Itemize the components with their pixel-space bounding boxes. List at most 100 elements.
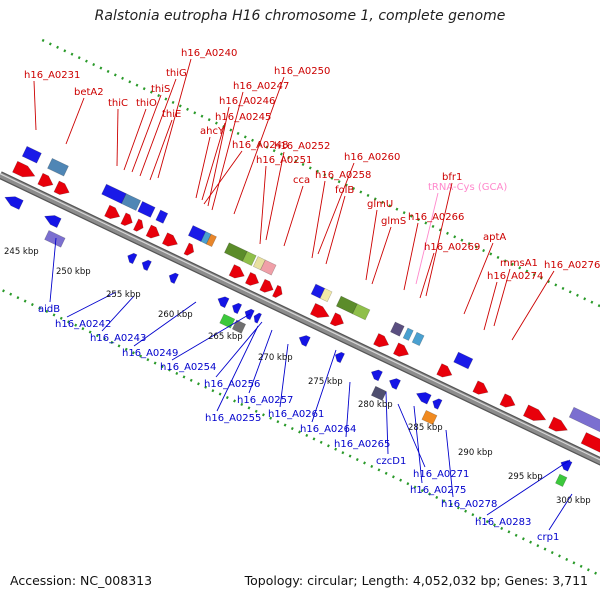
tick-dot-rail-1 [41,38,600,308]
gene-feature-8 [161,232,178,247]
gene-label-rev-13: h16_A0271 [413,469,469,480]
leader-line-fwd-4 [123,108,147,171]
gene-label-rev-16: h16_A0283 [475,517,531,528]
gene-feature-35 [242,250,257,266]
leader-line-fwd-14 [203,150,243,205]
page-title: Ralstonia eutropha H16 chromosome 1, com… [94,8,506,24]
gene-feature-23 [580,432,600,453]
gene-feature-53 [168,272,179,284]
leader-line-fwd-19 [311,180,326,259]
gene-feature-39 [319,287,333,303]
gene-feature-4 [104,204,121,220]
gene-feature-58 [298,335,311,347]
gene-label-rev-3: h16_A0243 [90,333,146,344]
leader-line-fwd-22 [371,226,392,285]
leader-line-rev-3 [101,295,135,332]
scale-tick-label-8: 280 kbp [358,400,393,410]
gene-feature-22 [548,416,568,432]
gene-label-fwd-22: glmS [381,216,406,227]
scale-tick-label-6: 270 kbp [258,353,293,363]
gene-label-fwd-27: aptA [483,232,506,243]
gene-feature-65 [44,230,66,248]
gene-feature-51 [127,252,138,265]
leader-line-rev-4 [133,301,197,347]
leader-line-fwd-15 [265,151,285,241]
backbone-line [0,172,600,465]
gene-label-rev-17: crp1 [537,532,559,543]
gene-feature-10 [228,264,245,279]
gene-label-fwd-3: thiC [108,98,128,109]
gene-feature-57 [253,312,262,324]
leader-line-fwd-10 [207,106,230,207]
gene-feature-1 [12,160,36,178]
leader-line-rev-12 [385,391,389,455]
gene-label-rev-1: aidB [38,304,60,315]
gene-feature-43 [402,327,414,341]
gene-feature-67 [231,319,247,334]
leader-line-fwd-5 [131,94,162,173]
leader-line-fwd-27 [463,242,494,315]
leader-line-rev-15 [445,429,454,498]
gene-feature-70 [555,473,568,487]
gene-feature-37 [260,259,277,276]
gene-feature-14 [309,302,330,318]
gene-label-fwd-11: h16_A0247 [233,81,289,92]
gene-feature-50 [44,215,62,229]
gene-label-fwd-18: h16_A0260 [344,152,400,163]
leader-line-fwd-30 [511,270,555,341]
gene-feature-18 [436,363,453,378]
gene-feature-28 [121,193,142,211]
gene-label-fwd-28: mmsA1 [500,258,538,269]
leader-line-rev-7 [216,325,259,412]
scale-tick-label-7: 275 kbp [308,377,343,387]
gene-feature-60 [370,369,383,382]
scale-tick-label-3: 255 kbp [106,290,141,300]
leader-line-fwd-21 [365,209,378,281]
gene-feature-3 [53,180,70,195]
leader-line-fwd-13 [195,136,211,199]
topology-text: Topology: circular; Length: 4,052,032 bp… [244,573,588,588]
gene-feature-52 [141,259,152,272]
leader-line-fwd-2 [65,97,85,145]
leader-line-fwd-11 [211,91,244,211]
gene-feature-6 [133,218,144,232]
gene-label-fwd-14: h16_A0248 [232,140,288,151]
backbone-highlight [0,173,600,461]
gene-feature-30 [155,209,169,224]
gene-label-rev-11: h16_A0265 [334,439,390,450]
leader-line-fwd-25 [403,222,419,291]
leader-line-fwd-6 [139,78,177,177]
gene-label-fwd-23: tRNA-Cys (GCA) [428,182,507,193]
gene-feature-15 [329,312,344,327]
gene-label-rev-8: h16_A0257 [237,395,293,406]
scale-tick-label-10: 290 kbp [458,448,493,458]
gene-label-fwd-4: thiO [136,98,157,109]
gene-label-rev-9: h16_A0261 [268,409,324,420]
gene-feature-9 [183,242,195,256]
gene-label-rev-5: h16_A0254 [160,362,216,373]
scale-tick-label-11: 295 kbp [508,472,543,482]
gene-label-fwd-1: h16_A0231 [24,70,80,81]
leader-line-fwd-29 [483,281,498,331]
gene-label-fwd-20: folB [335,185,354,196]
leader-line-fwd-16 [259,165,267,245]
gene-label-fwd-9: h16_A0245 [215,112,271,123]
gene-feature-46 [568,406,600,433]
gene-label-fwd-13: ahcY [200,126,225,137]
leader-line-rev-11 [345,381,351,438]
gene-label-rev-6: h16_A0256 [204,379,260,390]
gene-feature-13 [272,284,283,298]
gene-feature-61 [388,378,401,390]
gene-feature-54 [217,296,230,309]
gene-feature-16 [373,333,390,348]
gene-label-fwd-26: h16_A0269 [424,242,480,253]
gene-feature-66 [219,313,236,329]
gene-feature-59 [334,351,346,364]
leader-line-rev-9 [279,343,289,408]
gene-label-fwd-6: thiG [166,68,187,79]
scale-tick-label-4: 260 kbp [158,310,193,320]
leader-line-rev-5 [171,313,251,361]
leader-line-fwd-18 [317,162,355,255]
gene-feature-49 [4,196,24,210]
